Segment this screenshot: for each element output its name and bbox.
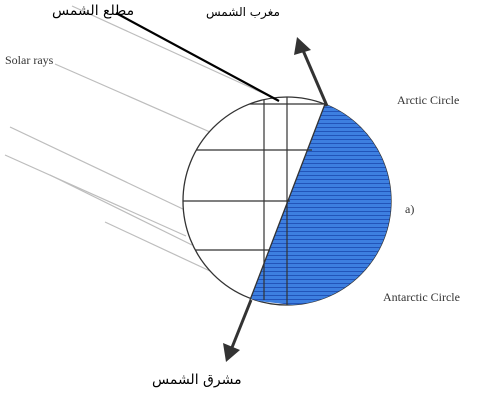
sunrise-arrow-shaft (229, 299, 253, 351)
label-arctic-circle: Arctic Circle (397, 93, 460, 107)
solar-ray (71, 5, 279, 101)
label-panel: a) (405, 202, 415, 216)
solar-ray (4, 154, 187, 237)
label-sunset: مغرب الشمس (206, 5, 280, 19)
sunrise-arrow (223, 299, 253, 362)
terminator-line (249, 103, 326, 301)
label-sunrise-bottom: مشرق الشمس (152, 372, 242, 388)
solar-ray-group (4, 5, 279, 286)
sunset-arrow (294, 37, 329, 107)
label-solar-rays: Solar rays (5, 53, 54, 67)
label-antarctic-circle: Antarctic Circle (383, 290, 460, 304)
sunrise-leader-line (115, 12, 280, 102)
label-sunrise-top: مطلع الشمس (52, 3, 135, 19)
solar-ray (54, 63, 211, 133)
sunrise-arrow-head (223, 343, 240, 362)
solar-ray (49, 174, 193, 246)
sunset-arrow-shaft (300, 47, 329, 107)
solar-ray (9, 126, 186, 211)
sunset-arrow-head (294, 37, 311, 55)
